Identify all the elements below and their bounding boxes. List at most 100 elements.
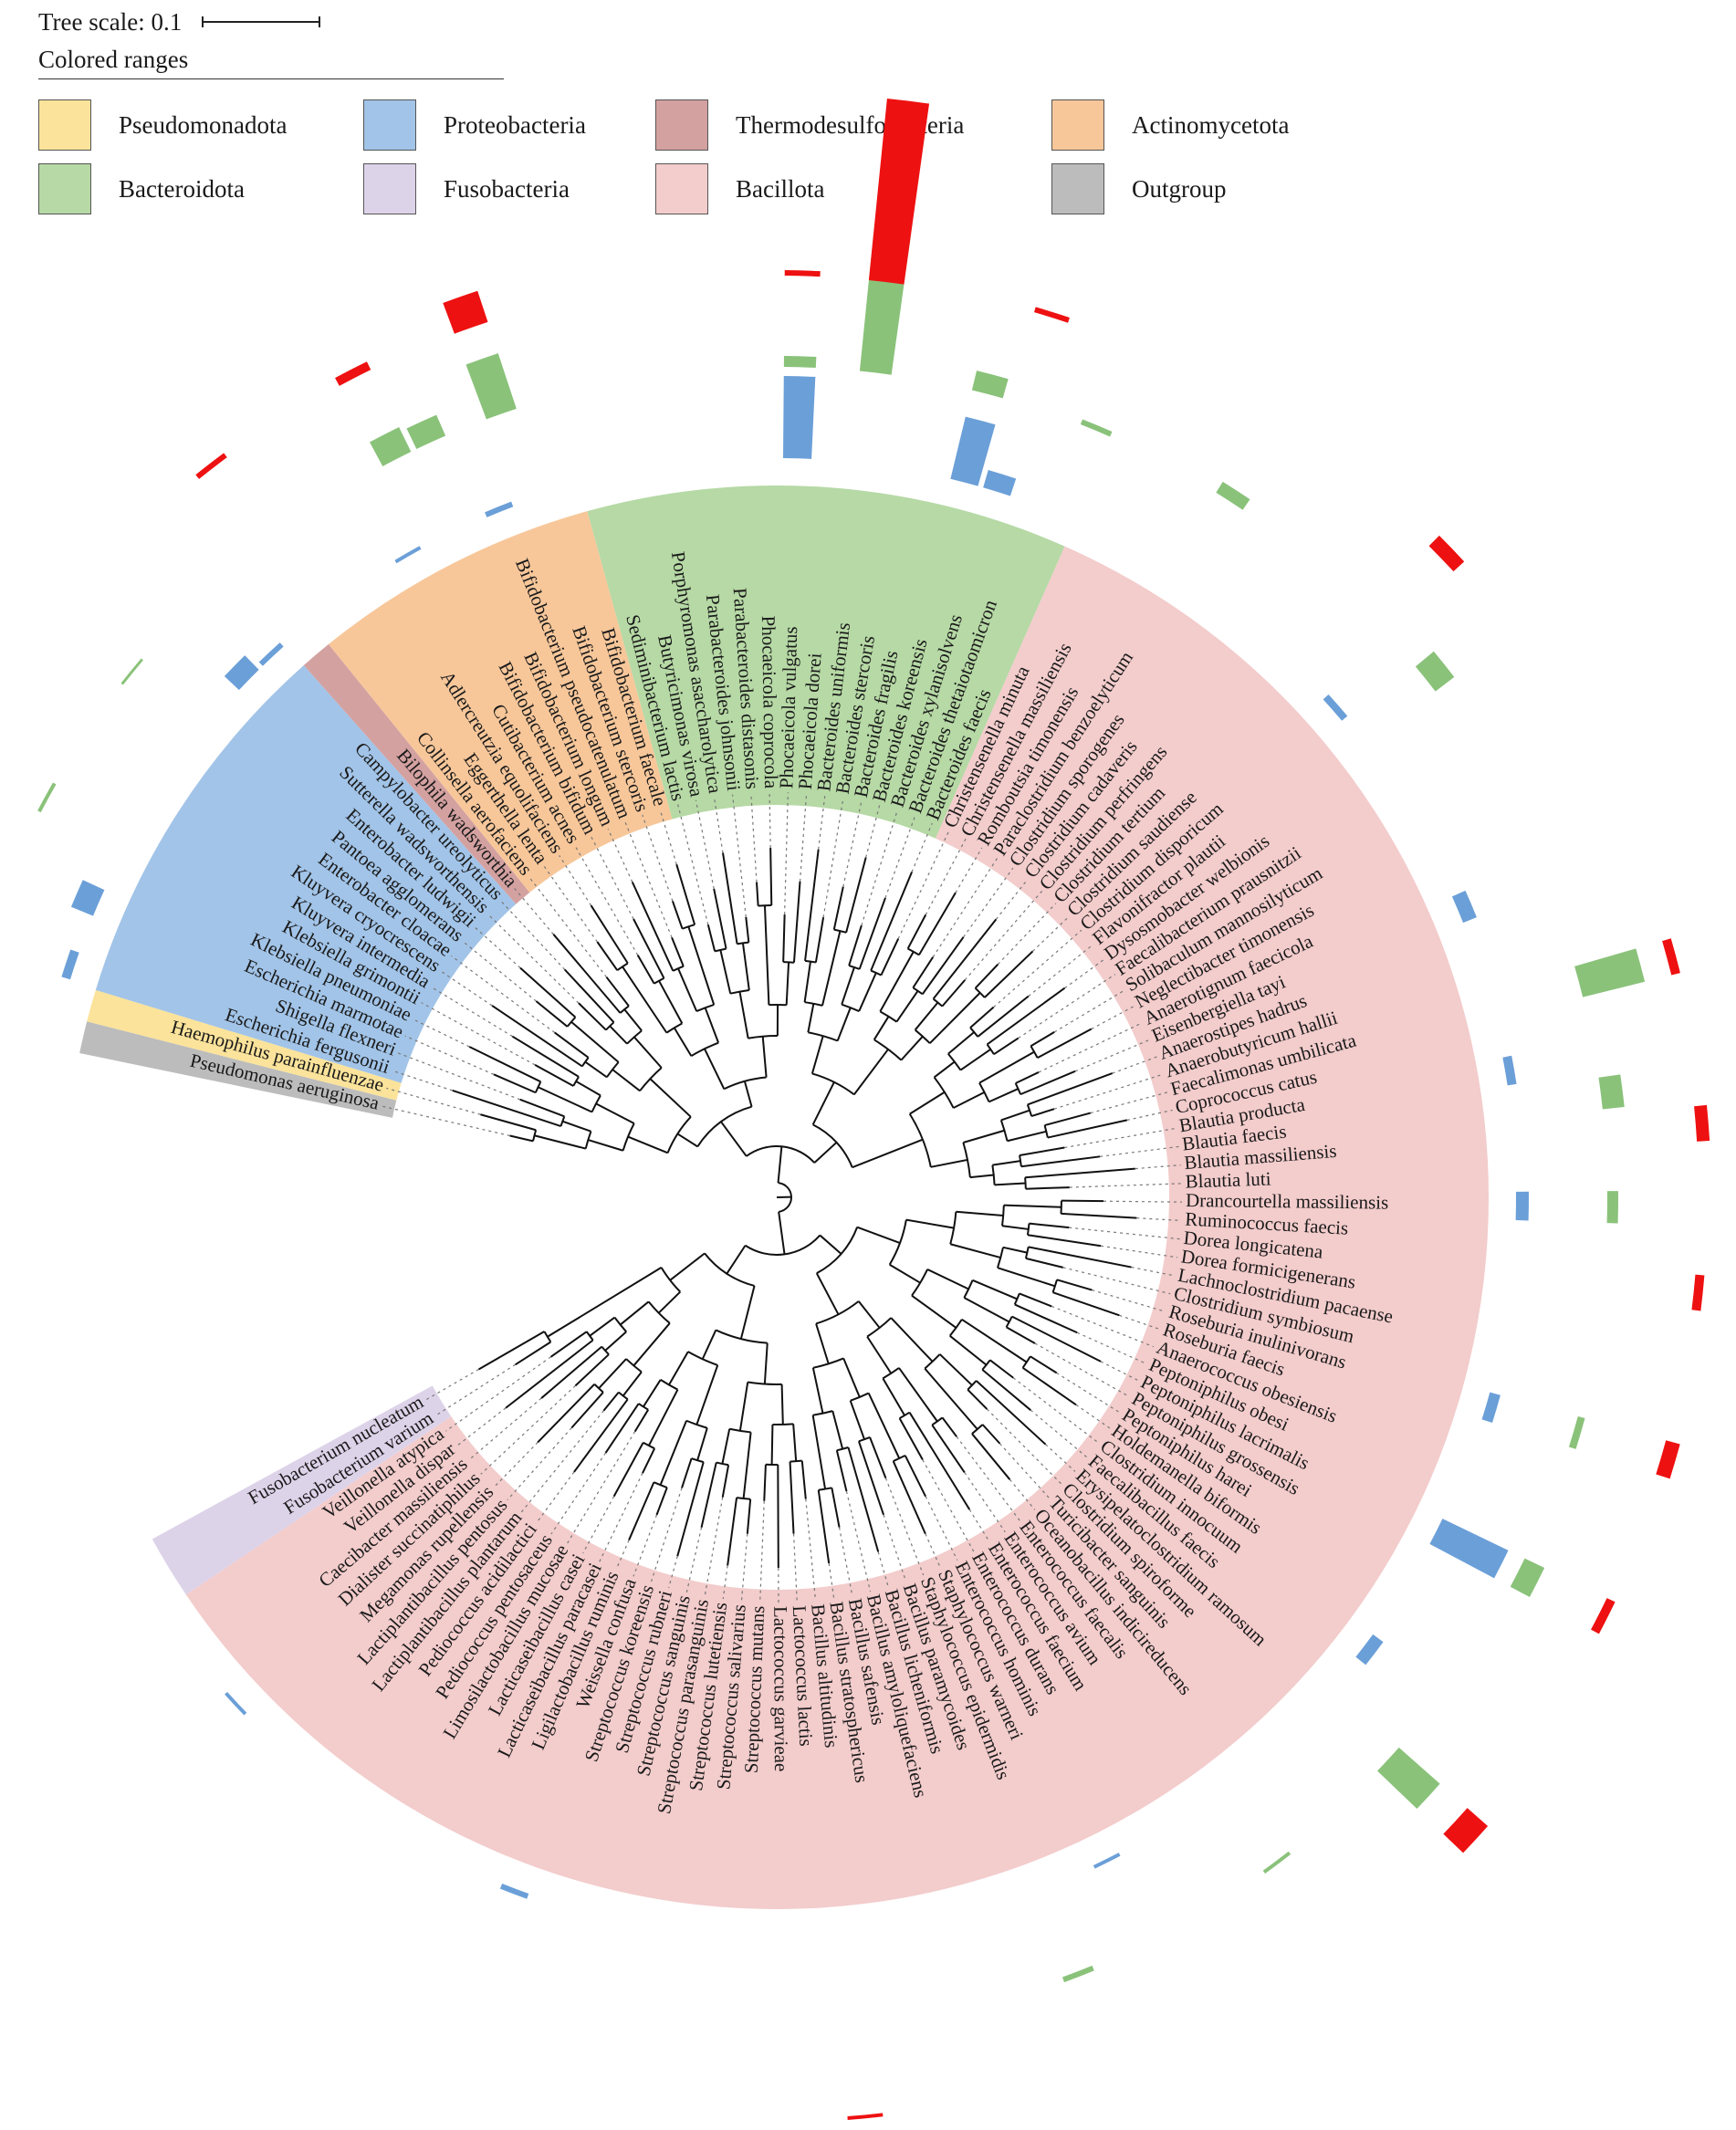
tree-branch [478, 1331, 545, 1371]
ring-bar-blue [983, 470, 1017, 496]
ring-bar-blue [1323, 694, 1348, 721]
tree-branch [993, 1037, 1020, 1055]
tree-branch [811, 1415, 827, 1489]
tree-branch [722, 852, 738, 945]
tree-branch [738, 991, 749, 1039]
label-guide-line [1009, 1478, 1036, 1510]
label-guide-line [1131, 1266, 1175, 1277]
label-guide-line [897, 830, 950, 939]
ring-bar-blue [61, 949, 79, 980]
label-guide-line [615, 1540, 630, 1570]
label-guide-line [566, 1431, 636, 1545]
tree-branch [676, 1461, 705, 1557]
ring-bar-red [1662, 938, 1680, 976]
tree-branch-arc [566, 1016, 577, 1028]
tree-branch [914, 1001, 939, 1031]
label-guide-line [769, 792, 771, 849]
tree-branch [720, 1121, 748, 1157]
tree-branch [676, 1133, 698, 1148]
tree-branch [857, 1300, 881, 1329]
label-guide-line [462, 940, 537, 1002]
tree-branch [906, 914, 927, 949]
label-guide-line [750, 792, 758, 882]
tree-branch [866, 1336, 893, 1374]
taxon-label: Drancourtella massiliensis [1186, 1189, 1388, 1214]
tree-branch [704, 1007, 720, 1044]
tree-branch [658, 980, 684, 1024]
tree-branch [986, 987, 1066, 1046]
tree-branch [713, 888, 727, 949]
tree-branch [745, 916, 750, 943]
tree-branch [905, 1218, 955, 1229]
tree-branch [813, 1142, 838, 1164]
ring-bar-blue [224, 655, 259, 691]
label-guide-line [642, 814, 674, 902]
tree-branch [778, 1211, 786, 1255]
label-guide-line [1100, 1245, 1178, 1258]
tree-branch [770, 1424, 774, 1465]
tree-branch [493, 1073, 537, 1094]
tree-branch [1030, 1355, 1058, 1374]
tree-branch [912, 956, 935, 988]
legend-swatch [1051, 163, 1104, 214]
tree-branch [1022, 1367, 1077, 1406]
ring-bar-blue [782, 376, 816, 459]
tree-branch [1028, 1246, 1132, 1269]
label-guide-line [1136, 1217, 1182, 1222]
tree-branches [452, 848, 1137, 1569]
ring-bar-green [783, 356, 817, 369]
tree-branch [1061, 1199, 1103, 1203]
label-guide-line [1074, 1039, 1151, 1072]
tree-branch [519, 966, 577, 1018]
tree-branch [858, 897, 886, 970]
tree-scale-label: Tree scale: 0.1 [38, 7, 183, 36]
tree-branch [847, 1446, 880, 1552]
label-guide-line [1051, 1305, 1154, 1348]
tree-branch-arc [639, 1067, 663, 1091]
label-guide-line [440, 970, 493, 1007]
tree-branch [933, 1060, 956, 1079]
label-guide-line [1091, 1006, 1135, 1030]
tree-branch-arc [991, 1164, 996, 1185]
label-guide-line [955, 847, 983, 893]
tree-branch [655, 1487, 668, 1516]
label-guide-line [722, 1565, 728, 1600]
tree-branch [845, 857, 867, 934]
tree-branch [604, 1403, 640, 1454]
tree-branch [900, 1036, 924, 1061]
ring-bar-red [1443, 1808, 1489, 1853]
tree-branch [669, 1252, 706, 1281]
tree-branch-arc [758, 904, 772, 907]
tree-branch-arc [804, 1001, 823, 1007]
tree-branch [563, 968, 615, 1023]
label-guide-line [624, 821, 673, 938]
label-guide-line [964, 1472, 1006, 1533]
label-guide-line [685, 1527, 703, 1593]
legend-label: Actinomycetota [1132, 110, 1290, 139]
tree-branch [852, 1049, 889, 1095]
ring-bar-red [443, 290, 488, 334]
tree-branch-arc [704, 1252, 755, 1287]
tree-branch [926, 1269, 969, 1290]
tree-branch [562, 1120, 591, 1133]
tree-branch [534, 1064, 574, 1087]
tree-branch-arc [666, 1116, 692, 1154]
tree-branch [687, 926, 716, 1006]
tree-branch [842, 1358, 861, 1398]
tree-branch [789, 1461, 795, 1534]
legend-label: Outgroup [1132, 174, 1227, 203]
ring-bar-green [1377, 1747, 1440, 1809]
label-guide-line [986, 1408, 1063, 1486]
tree-branch-arc [888, 1219, 907, 1266]
tree-branch [892, 1460, 926, 1535]
tree-branch [1014, 1303, 1078, 1334]
abundance-rings [37, 99, 1710, 2121]
ring-bar-green [1510, 1558, 1545, 1598]
tree-branch [969, 1006, 995, 1028]
label-guide-line [805, 1498, 817, 1602]
tree-branch [1025, 1257, 1063, 1269]
legend-label: Bacteroidota [119, 174, 245, 203]
tree-branch-arc [815, 1300, 860, 1325]
label-guide-line [1012, 1377, 1100, 1444]
